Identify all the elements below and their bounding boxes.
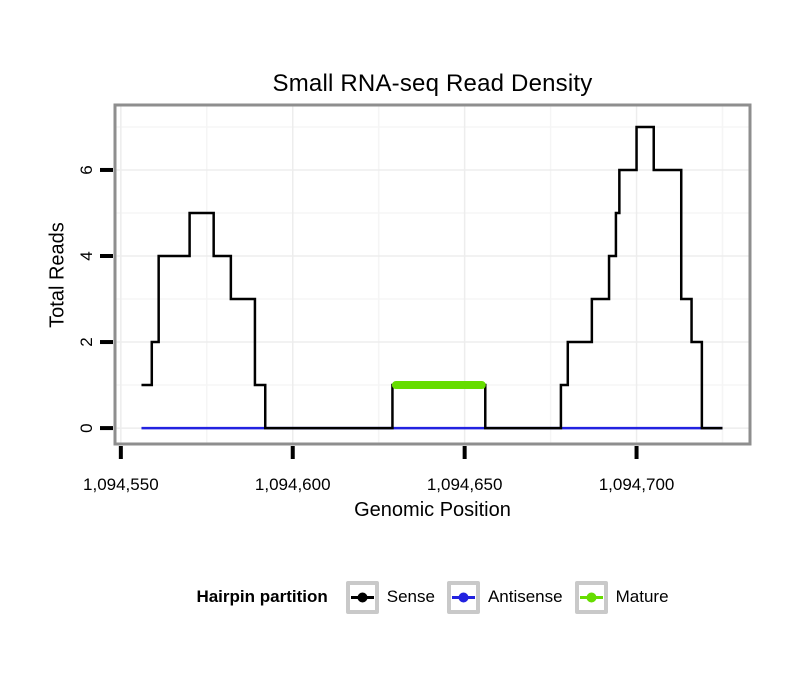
y-tick-label: 4 (77, 251, 96, 260)
legend: Hairpin partition Sense Antisense Mature (115, 578, 750, 616)
x-tick-label: 1,094,700 (599, 475, 675, 494)
x-tick-label: 1,094,550 (83, 475, 159, 494)
legend-label-mature: Mature (615, 587, 669, 606)
legend-label-antisense: Antisense (487, 587, 563, 606)
x-axis-label: Genomic Position (354, 499, 511, 521)
legend-entry-sense: Sense (345, 580, 435, 614)
panel-border (113, 103, 752, 446)
chart-title: Small RNA-seq Read Density (272, 70, 593, 97)
legend-key-sense (345, 580, 379, 614)
legend-label-sense: Sense (386, 587, 435, 606)
y-tick-label: 0 (77, 423, 96, 432)
legend-key-glyph-icon (350, 592, 374, 602)
y-tick-label: 6 (77, 165, 96, 174)
legend-key-glyph-icon (579, 592, 603, 602)
series-sense-line (141, 125, 723, 430)
y-tick-label: 2 (77, 337, 96, 346)
y-axis-label: Total Reads (46, 222, 69, 328)
legend-entry-antisense: Antisense (446, 580, 563, 614)
legend-key-glyph-icon (451, 592, 475, 602)
legend-title: Hairpin partition (196, 587, 328, 606)
x-tick-label: 1,094,600 (255, 475, 331, 494)
legend-entry-mature: Mature (574, 580, 669, 614)
legend-key-mature (574, 580, 608, 614)
legend-keys: Sense Antisense Mature (345, 580, 669, 614)
legend-key-antisense (446, 580, 480, 614)
x-tick-label: 1,094,650 (427, 475, 503, 494)
